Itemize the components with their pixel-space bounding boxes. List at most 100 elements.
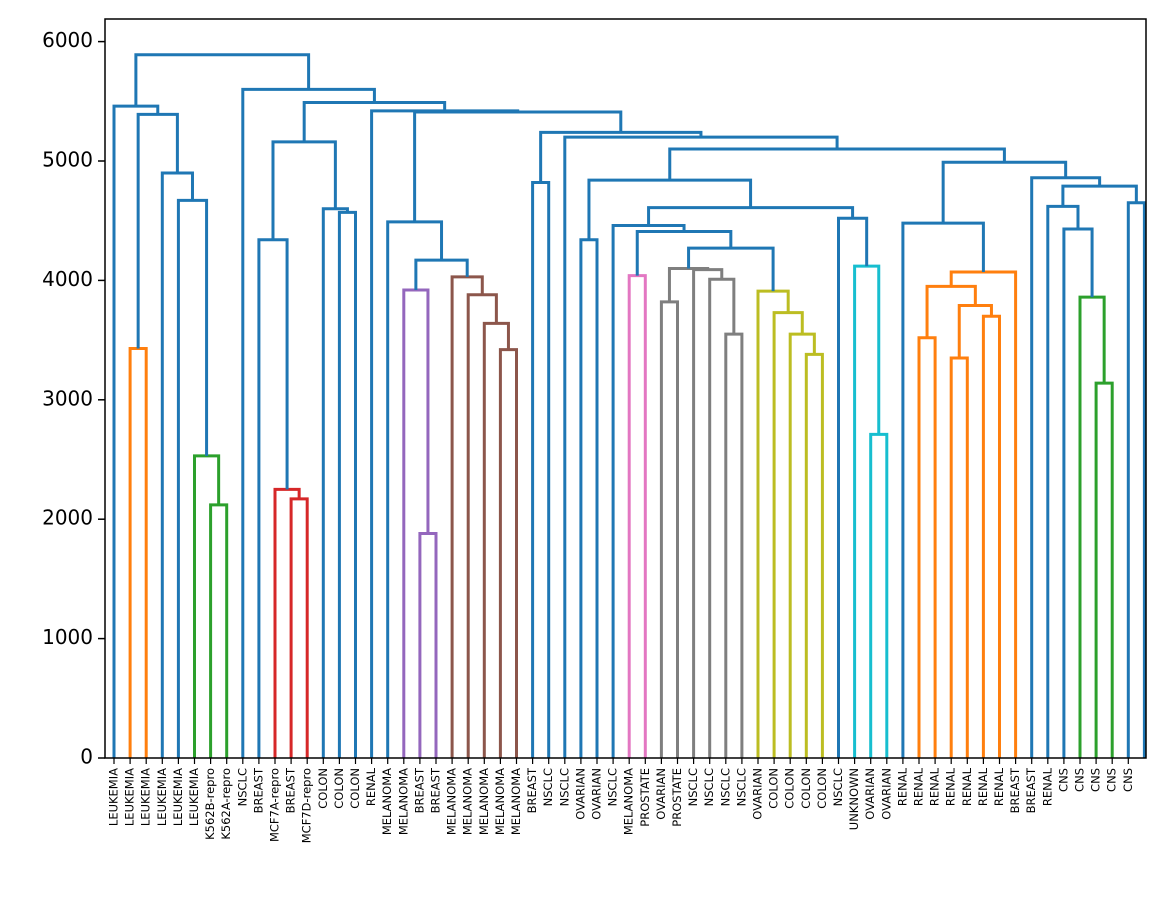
dendrogram-link-M51 <box>1062 227 1094 758</box>
dendrogram-link-M17 <box>482 321 510 758</box>
leaf-label: LEUKEMIA <box>155 768 169 826</box>
dendrogram-link-M30 <box>804 352 824 758</box>
leaf-label: RENAL <box>1040 767 1054 806</box>
leaf-label: LEUKEMIA <box>139 768 153 826</box>
leaf-label: BREAST <box>1008 767 1022 813</box>
leaf-label: LEUKEMIA <box>123 768 137 826</box>
dendrogram-link-M39 <box>837 216 869 758</box>
dendrogram-link-M48 <box>901 221 985 758</box>
dendrogram-link-M3 <box>193 454 221 758</box>
dendrogram-link-M40 <box>647 206 855 226</box>
leaf-label: NSCLC <box>606 768 620 806</box>
leaf-label: NSCLC <box>734 768 748 806</box>
leaf-label: CNS <box>1105 768 1119 792</box>
leaf-label: LEUKEMIA <box>187 768 201 826</box>
leaf-label: MELANOMA <box>622 768 636 835</box>
y-tick-label: 1000 <box>42 625 93 649</box>
leaf-label: MELANOMA <box>461 768 475 835</box>
dendrogram-link-M18 <box>466 293 498 758</box>
leaf-label: K562B-repro <box>203 768 217 840</box>
dendrogram-link-M31 <box>788 332 816 758</box>
leaf-label: RENAL <box>364 767 378 806</box>
dendrogram-link-M64 <box>134 53 311 107</box>
y-tick-label: 6000 <box>42 28 93 52</box>
leaf-label: MELANOMA <box>477 768 491 835</box>
leaf-label: PROSTATE <box>670 768 684 827</box>
dendrogram-link-M61 <box>370 109 520 758</box>
leaf-label: RENAL <box>992 767 1006 806</box>
leaf-label: MELANOMA <box>380 768 394 835</box>
dendrogram-link-M20 <box>414 258 469 290</box>
leaf-label: NSCLC <box>235 768 249 806</box>
dendrogram-link-M28 <box>692 268 724 758</box>
leaf-label: NSCLC <box>718 768 732 806</box>
dendrogram-link-M42 <box>917 336 937 758</box>
dendrogram-link-M26 <box>724 332 744 758</box>
dendrogram-link-M16 <box>498 348 518 758</box>
leaf-label: OVARIAN <box>573 768 587 820</box>
leaf-label: BREAST <box>429 767 443 813</box>
leaf-label: RENAL <box>976 767 990 806</box>
dendrogram-link-M2 <box>209 503 229 758</box>
dendrogram-link-M55 <box>1030 176 1102 758</box>
dendrogram-link-M46 <box>925 284 977 338</box>
leaf-label: OVARIAN <box>863 768 877 820</box>
leaf-label: COLON <box>799 768 813 809</box>
leaf-label: COLON <box>815 768 829 809</box>
y-tick-label: 2000 <box>42 506 93 530</box>
dendrogram-link-M23 <box>579 238 599 758</box>
y-tick-label: 0 <box>80 745 93 769</box>
leaf-label: MELANOMA <box>445 768 459 835</box>
dendrogram-link-M21 <box>386 220 444 758</box>
dendrogram-link-M53 <box>1126 201 1146 758</box>
leaf-label: OVARIAN <box>879 768 893 820</box>
dendrogram-link-M29 <box>667 266 710 302</box>
dendrogram-link-M49 <box>1094 381 1114 758</box>
leaf-label: MCF7D-repro <box>300 768 314 843</box>
leaf-label: COLON <box>348 768 362 809</box>
leaf-label: BREAST <box>525 767 539 813</box>
leaf-label: CNS <box>1073 768 1087 792</box>
leaf-label: BREAST <box>251 767 265 813</box>
leaf-label: COLON <box>316 768 330 809</box>
dendrogram-link-M9 <box>273 487 301 758</box>
dendrogram-link-M50 <box>1078 295 1106 758</box>
dendrogram-link-M25 <box>659 300 679 758</box>
dendrogram-link-M62 <box>302 100 447 142</box>
y-tick-label: 4000 <box>42 267 93 291</box>
dendrogram-link-M7 <box>112 104 160 758</box>
y-axis: 0 1000 2000 3000 4000 5000 6000 <box>42 28 105 769</box>
leaf-label: BREAST <box>1024 767 1038 813</box>
plot-frame <box>104 18 1147 759</box>
leaf-label: RENAL <box>944 767 958 806</box>
dendrogram-link-M1 <box>128 346 148 758</box>
leaf-label: NSCLC <box>541 768 555 806</box>
leaf-label: BREAST <box>284 767 298 813</box>
dendrogram-link-M38 <box>853 264 881 758</box>
dendrogram-link-M22 <box>531 180 551 758</box>
leaf-label: MCF7A-repro <box>268 768 282 842</box>
leaf-label: RENAL <box>895 767 909 806</box>
leaf-label: CNS <box>1089 768 1103 792</box>
leaf-label: NSCLC <box>702 768 716 806</box>
dendrogram-link-M4 <box>176 198 209 758</box>
dendrogram-link-M24 <box>627 274 647 758</box>
dendrogram-link-M32 <box>772 311 804 758</box>
dendrogram-link-M11 <box>337 210 357 758</box>
leaf-label: OVARIAN <box>654 768 668 820</box>
dendrogram-link-M45 <box>957 303 993 359</box>
leaf-label: RENAL <box>912 767 926 806</box>
dendrogram-link-M8 <box>289 497 309 758</box>
leaf-label: NSCLC <box>686 768 700 806</box>
dendrogram-link-M13 <box>271 140 337 240</box>
x-axis: LEUKEMIA LEUKEMIA LEUKEMIA LEUKEMIA LEUKEMIA… <box>107 758 1135 843</box>
leaf-label: CNS <box>1121 768 1135 792</box>
leaf-label: CNS <box>1056 768 1070 792</box>
y-tick-label: 3000 <box>42 386 93 410</box>
leaf-label: COLON <box>767 768 781 809</box>
leaf-label: BREAST <box>412 767 426 813</box>
leaf-label: LEUKEMIA <box>171 768 185 826</box>
dendrogram-link-M10 <box>257 238 289 758</box>
